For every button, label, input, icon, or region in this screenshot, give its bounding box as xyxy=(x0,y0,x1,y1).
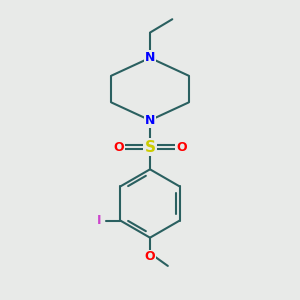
Text: O: O xyxy=(176,140,187,154)
Text: N: N xyxy=(145,114,155,127)
Text: O: O xyxy=(113,140,124,154)
Text: N: N xyxy=(145,51,155,64)
Text: I: I xyxy=(97,214,102,227)
Text: O: O xyxy=(145,250,155,263)
Text: S: S xyxy=(145,140,155,154)
